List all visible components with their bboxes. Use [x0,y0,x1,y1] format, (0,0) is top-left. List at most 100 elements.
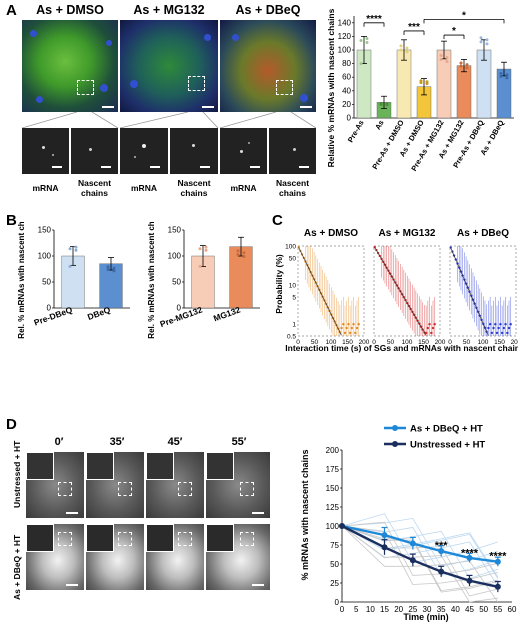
y-tick-label: 80 [342,59,351,68]
sig-label: **** [489,550,507,562]
data-point [431,326,435,330]
series-line [341,524,499,588]
data-point [439,53,443,57]
d-line-chart: % mRNAs with nascent chains Time (min) 0… [300,424,517,623]
y-tick-label: 0 [47,304,52,313]
data-point [499,74,503,78]
data-point [433,323,436,326]
data-point [354,331,357,335]
y-tick-label: 50 [172,278,181,287]
data-point [409,540,416,547]
data-point [426,326,430,330]
category-label: Pre-MG132 [159,304,204,329]
data-point [342,323,345,326]
data-point [357,323,360,326]
a-title-dmso: As + DMSO [36,3,104,17]
d-micro-unstressed-35 [86,452,144,518]
x-tick-label: 50 [311,339,319,346]
c-title: As + DBeQ [457,228,509,239]
y-tick-label: 100 [285,244,296,251]
d-row-label-unstressed: Unstressed + HT [12,440,22,508]
bar [456,65,472,119]
x-tick-label: 100 [326,339,337,346]
d-ylabel: % mRNAs with nascent chains [300,449,310,580]
plot-frame [297,245,365,337]
data-point [350,326,354,330]
a-sublabel-nascent-2: Nascent chains [177,178,211,198]
data-point [409,557,416,564]
y-tick-label: 25 [330,579,339,588]
d-time-0: 0′ [54,436,64,448]
a-micrograph-mg132 [120,20,218,112]
data-point [348,331,352,335]
c-xlabel: Interaction time (s) of SGs and mRNAs wi… [285,343,518,353]
data-point [425,82,429,86]
a-sublabel-mrna-2: mRNA [131,183,157,193]
y-tick-label: 120 [338,32,352,41]
x-tick-label: 35 [437,605,446,614]
sig-label: *** [408,22,420,33]
data-point [499,323,502,326]
data-point [494,323,497,326]
data-point [297,246,300,249]
data-point [488,323,492,326]
data-point [439,58,443,62]
d-micro-dbeq-35 [86,524,144,590]
x-tick-label: 45 [465,605,474,614]
y-tick-label: 150 [326,484,340,493]
legend-label: As + DBeQ + HT [410,424,483,435]
y-tick-label: 175 [326,465,340,474]
y-tick-label: 50 [330,560,339,569]
x-tick-label: 50 [463,339,471,346]
a-chart-ylabel: Relative % mRNAs with nascent chains [326,8,336,167]
y-tick-label: 20 [342,100,351,109]
data-point [438,568,445,575]
y-tick-label: 0 [335,598,340,607]
data-point [385,103,389,107]
data-point [112,266,116,270]
data-point [505,73,509,77]
y-tick-label: 100 [168,252,182,261]
data-point [236,249,240,253]
data-point [494,583,501,590]
data-point [509,323,512,326]
c-title: As + DMSO [304,228,358,239]
data-point [343,331,347,335]
a-title-dbeq: As + DBeQ [235,3,301,17]
legend-marker [392,425,398,431]
data-point [106,268,110,272]
a-title-mg132: As + MG132 [133,3,205,17]
a-bar-chart: Relative % mRNAs with nascent chains 0 20… [326,8,514,173]
x-tick-label: 150 [342,339,353,346]
d-xlabel: Time (min) [403,612,448,622]
data-point [485,38,489,42]
y-tick-label: 100 [326,522,340,531]
data-point [359,62,363,66]
sig-label: * [452,26,456,37]
individual-trace [341,513,498,563]
y-tick-label: 140 [338,18,352,27]
data-point [419,81,423,85]
data-point [340,326,343,330]
data-point [365,41,369,45]
a-inset-dbeq-nascent [269,128,316,174]
y-tick-label: 0.5 [287,334,296,341]
c-dwell-time-charts: Probability (%) Interaction time (s) of … [274,228,518,353]
x-tick-label: 100 [402,339,413,346]
data-point [424,331,428,335]
data-point [74,248,78,252]
sig-label: *** [435,540,449,552]
d-micro-dbeq-55 [206,524,270,590]
c-title: As + MG132 [379,228,436,239]
individual-trace [341,521,498,576]
a-inset-dmso-mrna [22,128,69,174]
data-point [405,46,409,50]
x-tick-label: 0 [296,339,300,346]
y-tick-label: 60 [342,73,351,82]
sig-label: * [462,10,466,21]
data-point [485,42,489,46]
y-tick-label: 0 [347,114,352,123]
y-tick-label: 75 [330,541,339,550]
x-tick-label: 10 [366,605,375,614]
data-point [505,76,509,80]
